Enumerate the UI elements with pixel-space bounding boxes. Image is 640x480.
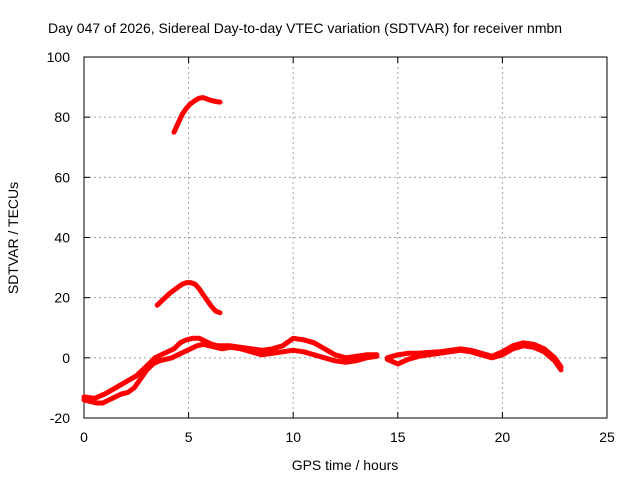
series-arc-mid	[154, 280, 223, 316]
axis-ticks: 0 5 10 15 20 25 -20 0 20 40 60 80 100	[47, 49, 615, 445]
series-main-right-lower	[384, 343, 564, 373]
y-tick-label: -20	[50, 410, 70, 426]
series-main-upper	[81, 335, 380, 401]
series-arc-high	[171, 95, 223, 135]
x-tick-label: 5	[185, 429, 193, 445]
y-tick-label: 0	[62, 350, 70, 366]
chart-title: Day 047 of 2026, Sidereal Day-to-day VTE…	[48, 20, 562, 36]
y-tick-label: 60	[54, 169, 70, 185]
y-tick-label: 80	[54, 109, 70, 125]
x-axis-label: GPS time / hours	[292, 457, 399, 473]
data-series	[81, 95, 564, 406]
y-tick-label: 40	[54, 230, 70, 246]
series-main-lower	[81, 341, 380, 406]
x-tick-label: 20	[495, 429, 511, 445]
y-tick-label: 100	[47, 49, 71, 65]
x-tick-label: 25	[599, 429, 615, 445]
y-tick-label: 20	[54, 290, 70, 306]
y-axis-label: SDTVAR / TECUs	[5, 182, 21, 294]
x-tick-label: 15	[390, 429, 406, 445]
x-tick-label: 10	[285, 429, 301, 445]
x-tick-label: 0	[80, 429, 88, 445]
